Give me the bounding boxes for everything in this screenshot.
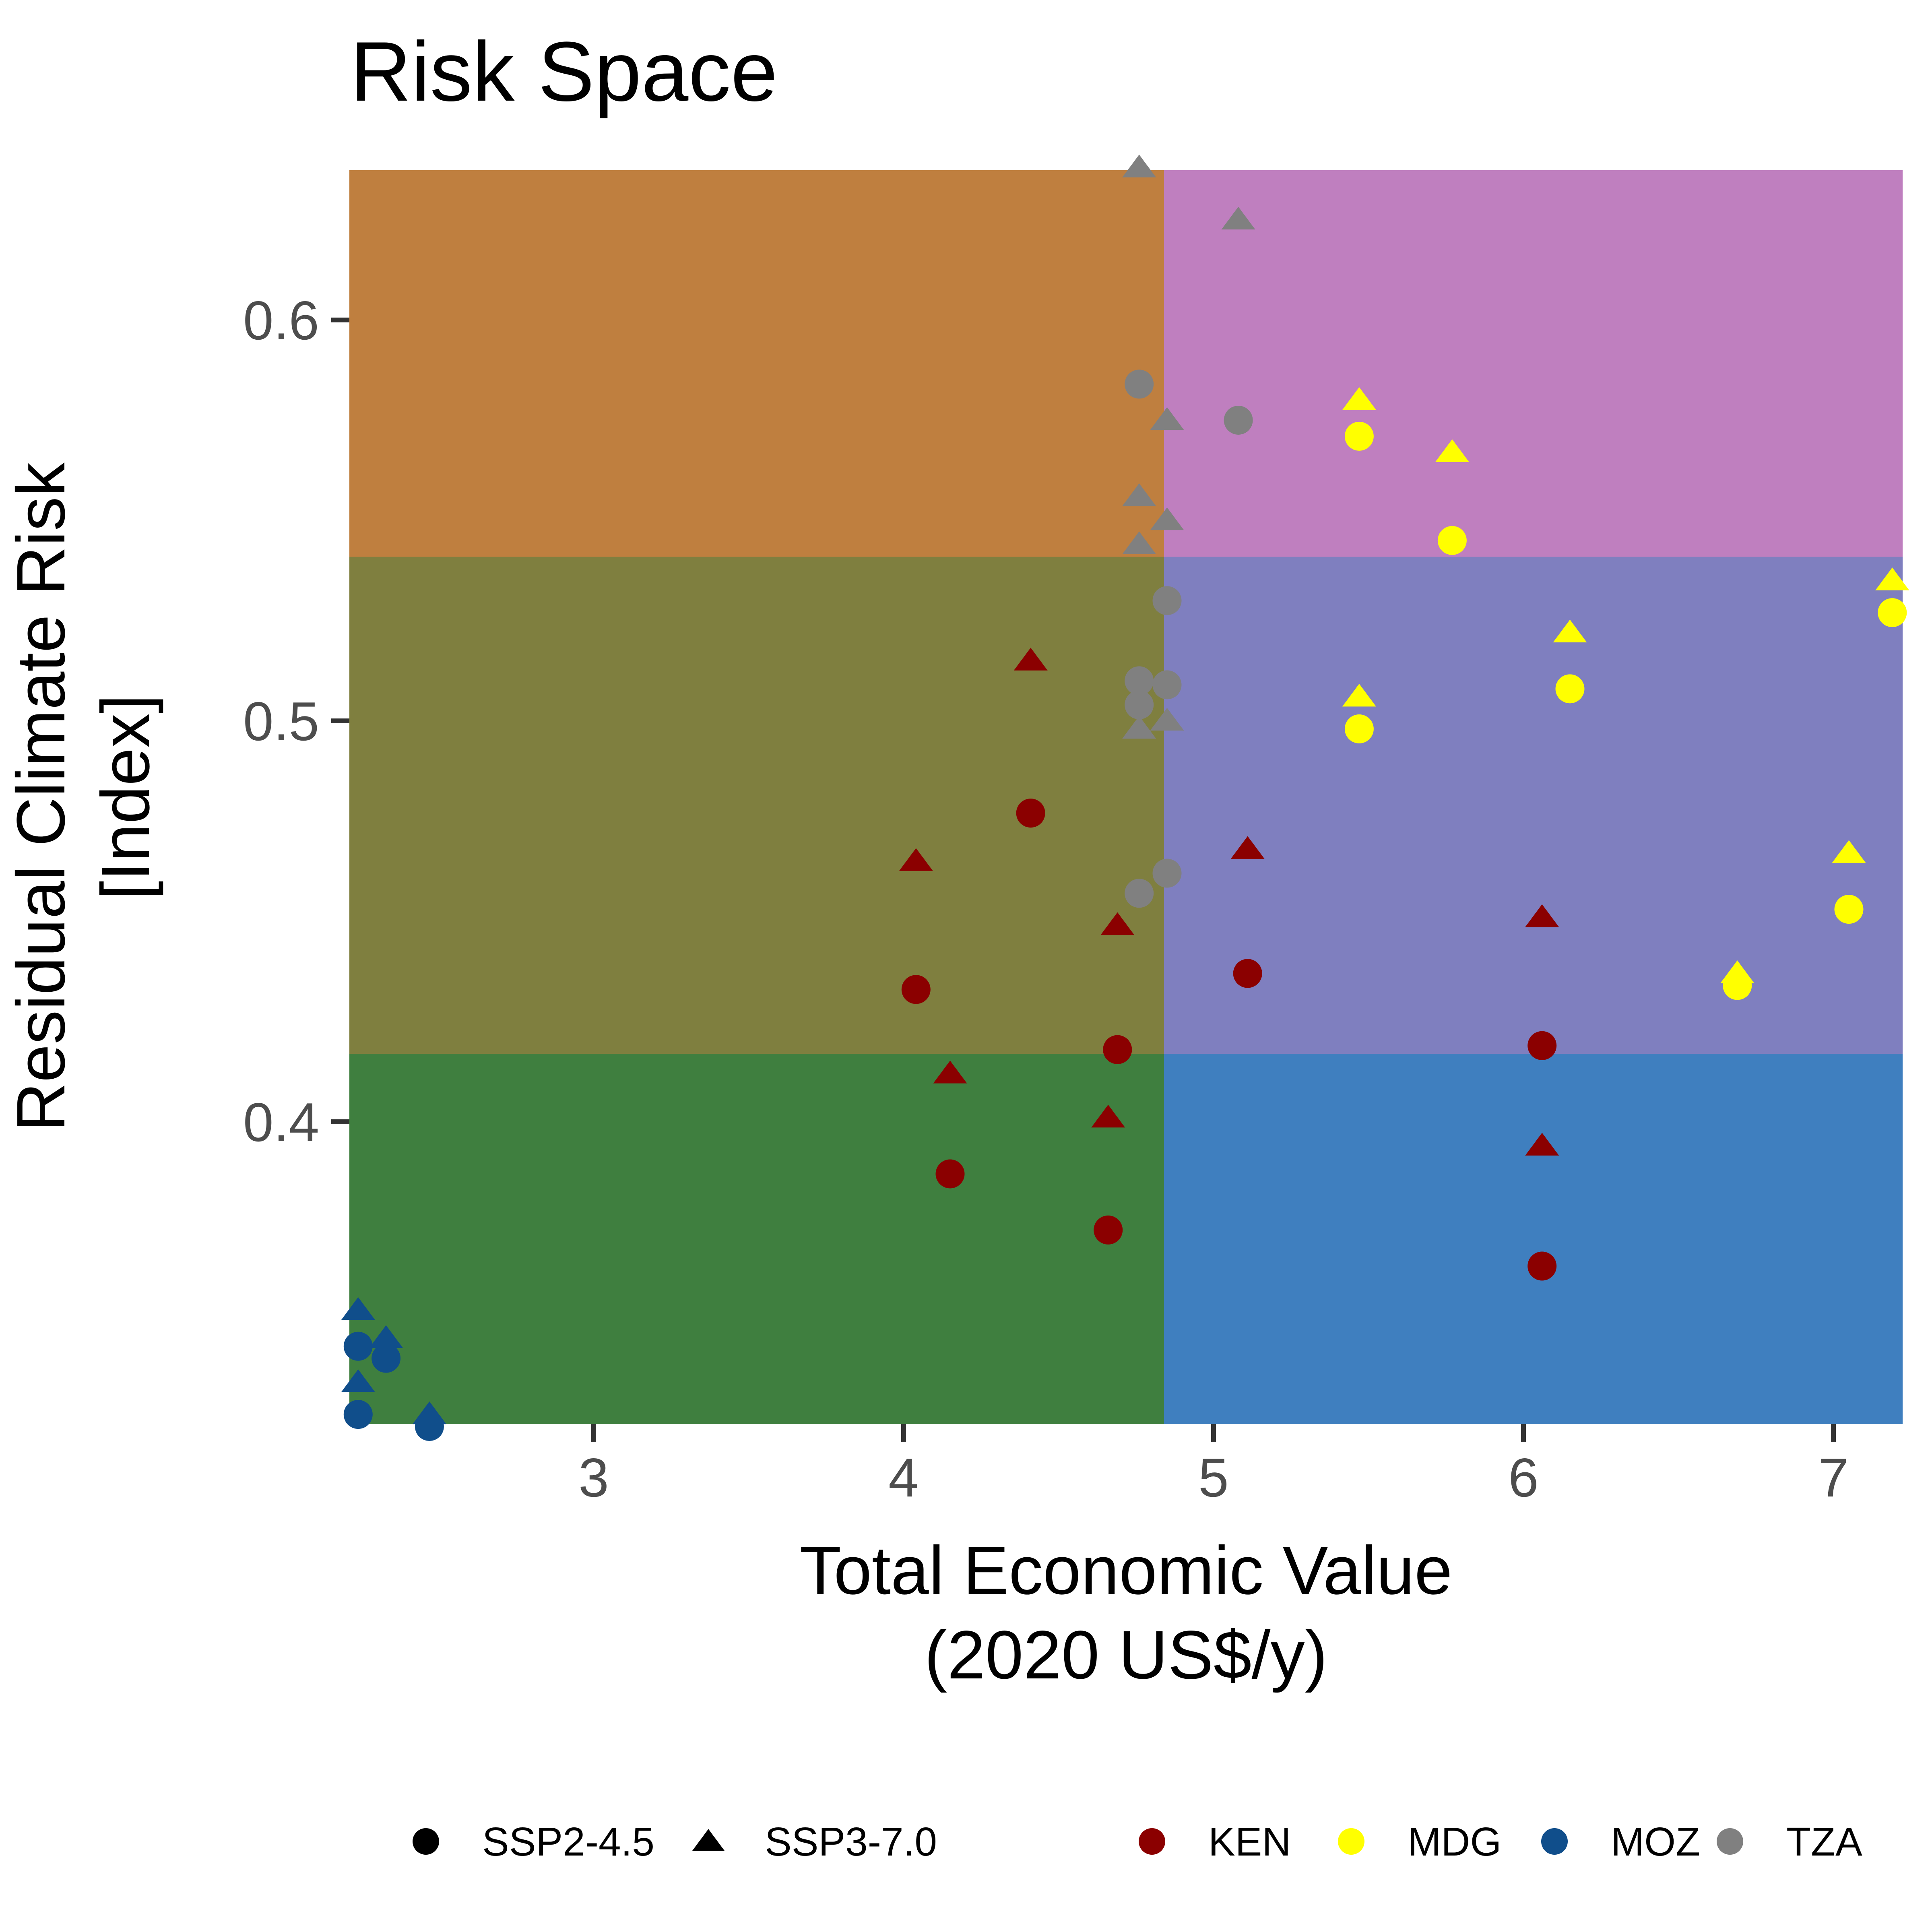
point-ken-ssp245: [1016, 799, 1045, 828]
x-tick-label: 5: [1198, 1447, 1229, 1508]
point-mdg-ssp370: [1342, 683, 1376, 707]
point-mdg-ssp370: [1832, 840, 1866, 863]
legend-label-moz: MOZ: [1611, 1819, 1700, 1864]
point-mdg-ssp370: [1342, 387, 1376, 410]
zone-high-value-high-risk: [1164, 170, 1903, 557]
point-tza-ssp370: [1122, 716, 1156, 739]
data-points: [341, 155, 1909, 1441]
chart-title: Risk Space: [350, 24, 778, 119]
point-ken-ssp370: [1525, 1133, 1559, 1156]
point-mdg-ssp245: [1344, 421, 1374, 451]
point-tza-ssp245: [1125, 690, 1154, 720]
point-mdg-ssp370: [1553, 619, 1587, 643]
point-moz-ssp245: [343, 1400, 373, 1429]
legend-label-ken: KEN: [1208, 1819, 1291, 1864]
point-mdg-ssp370: [1875, 568, 1909, 590]
y-tick-label: 0.4: [243, 1092, 319, 1153]
point-tza-ssp245: [1224, 406, 1253, 435]
point-tza-ssp245: [1125, 879, 1154, 908]
point-moz-ssp245: [372, 1344, 401, 1373]
point-ken-ssp370: [1091, 1104, 1125, 1128]
point-moz-ssp370: [369, 1325, 403, 1348]
point-mdg-ssp245: [1834, 895, 1864, 924]
legend-swatch-moz: [1541, 1828, 1568, 1855]
point-ken-ssp245: [1233, 959, 1262, 988]
legend-circle-icon: [413, 1828, 439, 1855]
point-ken-ssp245: [1103, 1035, 1132, 1064]
point-moz-ssp370: [341, 1297, 375, 1320]
y-axis-label-line: Residual Climate Risk: [3, 462, 79, 1132]
x-axis-label-line: (2020 US$/y): [925, 1617, 1328, 1693]
point-tza-ssp370: [1150, 507, 1184, 530]
legend-swatch-tza: [1717, 1828, 1743, 1855]
legend-label-circle: SSP2-4.5: [482, 1819, 654, 1864]
y-axis-label: Residual Climate Risk [Index]: [3, 462, 164, 1132]
point-moz-ssp370: [341, 1369, 375, 1392]
legend-triangle-icon: [692, 1829, 724, 1851]
point-moz-ssp245: [343, 1331, 373, 1361]
x-axis-label-line: Total Economic Value: [799, 1532, 1452, 1609]
y-axis-label-line: [Index]: [87, 694, 164, 900]
point-ken-ssp370: [933, 1061, 967, 1084]
x-tick-label: 7: [1818, 1447, 1849, 1508]
point-tza-ssp370: [1150, 708, 1184, 731]
point-mdg-ssp245: [1437, 526, 1467, 555]
legend-label-triangle: SSP3-7.0: [765, 1819, 937, 1864]
point-tza-ssp245: [1125, 666, 1154, 696]
x-axis-label: Total Economic Value (2020 US$/y): [799, 1532, 1452, 1693]
point-tza-ssp245: [1125, 369, 1154, 399]
x-axis: 3 4 5 6 7: [578, 1424, 1849, 1508]
x-tick-label: 3: [578, 1447, 609, 1508]
y-tick-label: 0.6: [243, 290, 319, 351]
point-mdg-ssp370: [1435, 439, 1469, 462]
point-tza-ssp245: [1152, 586, 1182, 615]
point-ken-ssp370: [1525, 904, 1559, 927]
point-tza-ssp245: [1152, 859, 1182, 888]
point-ken-ssp245: [1094, 1215, 1123, 1245]
legend-label-tza: TZA: [1786, 1819, 1862, 1864]
legend-swatch-ken: [1139, 1828, 1165, 1855]
point-tza-ssp370: [1122, 531, 1156, 554]
zone-high-value-low-risk: [1164, 1054, 1903, 1424]
legend-label-mdg: MDG: [1408, 1819, 1501, 1864]
point-ken-ssp370: [1013, 648, 1048, 671]
point-moz-ssp370: [412, 1401, 446, 1424]
x-tick-label: 4: [888, 1447, 919, 1508]
y-tick-label: 0.5: [243, 691, 319, 752]
x-tick-label: 6: [1508, 1447, 1539, 1508]
point-ken-ssp245: [901, 975, 931, 1004]
point-mdg-ssp245: [1878, 598, 1907, 627]
point-ken-ssp370: [1230, 836, 1265, 859]
point-tza-ssp370: [1150, 407, 1184, 430]
point-mdg-ssp370: [1720, 960, 1754, 983]
zone-high-value-mid-risk: [1164, 557, 1903, 1054]
point-ken-ssp245: [1527, 1031, 1557, 1060]
point-tza-ssp370: [1122, 155, 1156, 178]
point-ken-ssp245: [935, 1159, 965, 1189]
point-mdg-ssp245: [1344, 714, 1374, 743]
point-ken-ssp245: [1527, 1251, 1557, 1281]
zone-low-value-high-risk: [349, 170, 1164, 557]
zone-low-value-low-risk: [349, 1054, 1164, 1424]
legend-swatch-mdg: [1338, 1828, 1364, 1855]
point-mdg-ssp245: [1555, 674, 1585, 704]
legend: SSP2-4.5 SSP3-7.0 KEN MDG MOZ TZA: [413, 1819, 1862, 1864]
point-ken-ssp370: [899, 848, 933, 871]
point-tza-ssp245: [1152, 670, 1182, 700]
point-ken-ssp370: [1100, 912, 1135, 935]
background-zones: [349, 170, 1903, 1424]
point-tza-ssp370: [1122, 483, 1156, 506]
point-tza-ssp370: [1221, 206, 1255, 230]
y-axis: 0.4 0.5 0.6: [243, 290, 349, 1153]
